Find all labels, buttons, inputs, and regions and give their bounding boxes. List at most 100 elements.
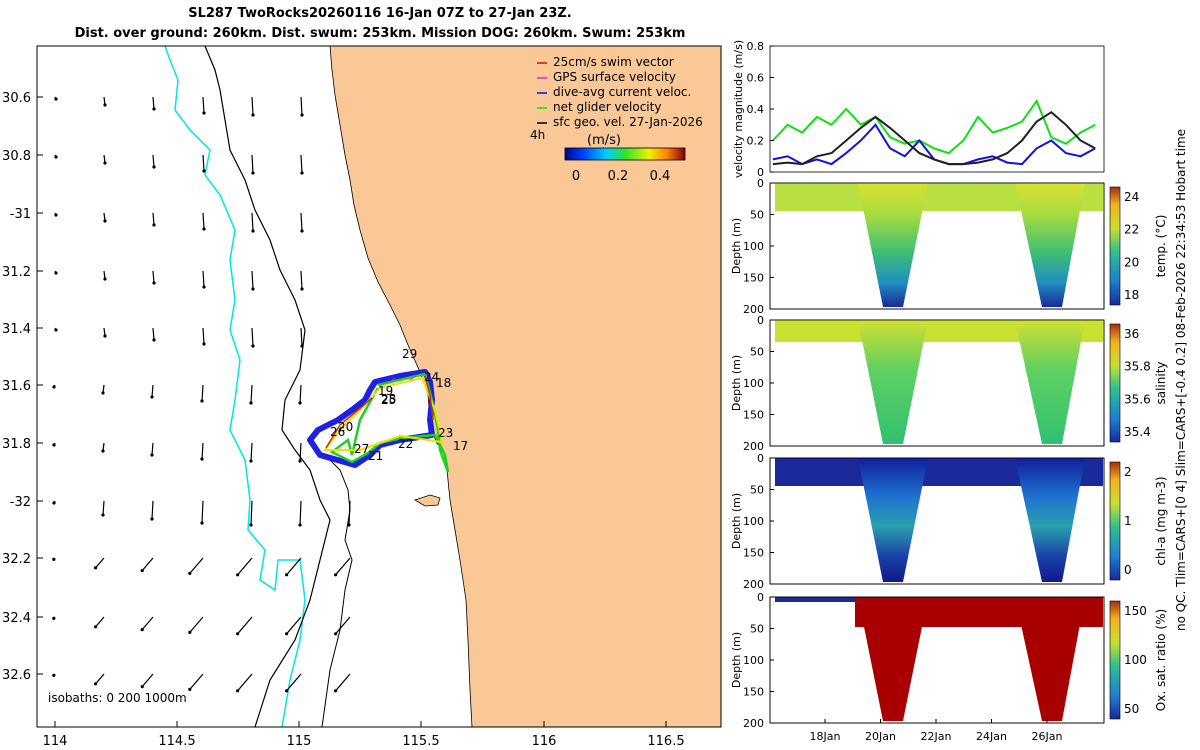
date-tick-label: 24Jan bbox=[976, 730, 1007, 743]
sfc-velocity-arrow bbox=[152, 154, 155, 168]
sfc-velocity-arrow-head bbox=[140, 685, 144, 689]
sfc-velocity-arrow bbox=[300, 212, 303, 232]
sfc-velocity-arrow bbox=[237, 673, 253, 692]
sfc-velocity-arrow bbox=[151, 442, 154, 456]
sfc-velocity-arrow bbox=[250, 442, 253, 462]
section-panel: 0 50 100 150 200 Depth (m) 35.4 35.6 35.8 36 salin… bbox=[730, 314, 1168, 453]
section-ytick-label: 0 bbox=[757, 177, 764, 190]
sfc-velocity-arrow bbox=[299, 500, 302, 526]
sfc-velocity-arrow bbox=[202, 327, 205, 345]
lon-tick-label: 116 bbox=[532, 734, 557, 749]
isobath-1000 bbox=[204, 46, 331, 727]
sfc-velocity-arrow-head bbox=[150, 395, 154, 399]
sfc-velocity-arrow-head bbox=[54, 328, 58, 332]
sfc-velocity-arrow bbox=[151, 500, 154, 520]
map-ticks: 114 114.5 115 115.5 116 116.5 30.6 30.8 -31 31.2 3… bbox=[2, 91, 685, 749]
sfc-velocity-arrow bbox=[237, 616, 253, 635]
sfc-velocity-arrow-head bbox=[140, 569, 144, 573]
sfc-velocity-arrow bbox=[202, 96, 205, 114]
sfc-velocity-arrow-head bbox=[334, 573, 338, 577]
sfc-velocity-arrow bbox=[202, 154, 205, 172]
section-dive-wedge bbox=[858, 183, 928, 307]
velocity-ytick-label: 0.8 bbox=[747, 40, 765, 53]
track-magenta bbox=[389, 375, 417, 383]
speed-colorbar-ticks: 0 0.2 0.4 bbox=[572, 169, 670, 184]
section-ytick-label: 150 bbox=[743, 686, 764, 699]
section-ytick-label: 100 bbox=[743, 515, 764, 528]
colorbar-tick-label: 0.4 bbox=[650, 169, 671, 184]
sfc-velocity-arrow-head bbox=[103, 161, 107, 165]
sfc-velocity-arrow-head bbox=[94, 625, 98, 629]
lat-tick-label: 32.2 bbox=[2, 552, 31, 567]
sfc-velocity-arrow-head bbox=[152, 281, 156, 285]
section-colorbar bbox=[1109, 461, 1121, 581]
sfc-velocity-arrow-head bbox=[251, 287, 255, 291]
lat-tick-label: 31.2 bbox=[2, 265, 31, 280]
sfc-velocity-arrow bbox=[251, 212, 254, 232]
section-ytick-label: 100 bbox=[743, 377, 764, 390]
legend-label: dive-avg current veloc. bbox=[553, 85, 691, 99]
sfc-velocity-arrow-head bbox=[140, 628, 144, 632]
sfc-velocity-arrow-head bbox=[300, 229, 304, 233]
date-axis: 18Jan 20Jan 22Jan 24Jan 26Jan bbox=[810, 719, 1063, 743]
section-cbar-label: temp. (°C) bbox=[1154, 215, 1168, 278]
section-cbar-tick-label: 1 bbox=[1124, 514, 1132, 528]
track-blue bbox=[307, 369, 435, 468]
sfc-velocity-arrow-head bbox=[103, 103, 107, 107]
sfc-velocity-arrow bbox=[286, 557, 302, 576]
sfc-velocity-arrow-head bbox=[298, 459, 302, 463]
lon-tick-label: 115.5 bbox=[402, 734, 439, 749]
sfc-velocity-arrow-head bbox=[103, 277, 107, 281]
section-panel: 0 50 100 150 200 Depth (m) 50 100 150 Ox. sat. ra… bbox=[730, 591, 1168, 730]
sfc-velocity-arrow bbox=[141, 616, 154, 630]
sfc-velocity-arrow bbox=[151, 384, 154, 398]
lat-tick-label: 31.6 bbox=[2, 379, 31, 394]
sfc-velocity-arrow-head bbox=[236, 573, 240, 577]
sfc-velocity-arrow bbox=[202, 270, 205, 288]
section-ytick-label: 150 bbox=[743, 409, 764, 422]
section-ylabel: Depth (m) bbox=[730, 632, 743, 688]
sfc-velocity-arrow-head bbox=[152, 338, 156, 342]
sfc-velocity-arrow bbox=[189, 616, 204, 633]
section-cbar-label: chl-a (mg m-3) bbox=[1154, 476, 1168, 565]
sfc-velocity-arrow-head bbox=[188, 571, 192, 576]
section-ytick-label: 100 bbox=[743, 240, 764, 253]
sfc-velocity-arrow bbox=[300, 154, 303, 174]
sfc-velocity-arrow-head bbox=[285, 689, 289, 693]
sfc-velocity-arrow-head bbox=[251, 229, 255, 233]
isobaths-label: isobaths: 0 200 1000m bbox=[48, 691, 187, 705]
sfc-velocity-arrow-head bbox=[152, 165, 156, 169]
day-label: 21 bbox=[368, 449, 383, 463]
sfc-velocity-arrow-head bbox=[188, 630, 192, 635]
section-surface-band bbox=[775, 597, 855, 602]
sfc-velocity-arrow bbox=[251, 270, 254, 290]
map-frame bbox=[36, 45, 722, 728]
section-ylabel: Depth (m) bbox=[730, 355, 743, 411]
lat-tick-label: -32 bbox=[10, 495, 31, 510]
sfc-velocity-arrow-head bbox=[200, 521, 204, 525]
velocity-ytick-label: 0.2 bbox=[747, 135, 765, 148]
section-cbar-label: Ox. sat. ratio (%) bbox=[1154, 609, 1168, 711]
sfc-velocity-arrow-head bbox=[236, 689, 240, 693]
lat-tick-label: 32.4 bbox=[2, 611, 31, 626]
date-tick-label: 20Jan bbox=[865, 730, 896, 743]
section-ytick-label: 200 bbox=[743, 717, 764, 730]
lat-tick-label: 31.4 bbox=[2, 322, 31, 337]
sfc-velocity-arrows bbox=[52, 96, 351, 693]
sfc-velocity-arrow-head bbox=[52, 673, 56, 678]
date-tick-label: 26Jan bbox=[1032, 730, 1063, 743]
lon-tick-label: 114 bbox=[43, 734, 68, 749]
sfc-velocity-arrow bbox=[237, 557, 253, 576]
section-cbar-tick-label: 35.6 bbox=[1124, 392, 1151, 406]
day-label: 23 bbox=[438, 426, 453, 440]
sfc-velocity-arrow-head bbox=[300, 287, 304, 291]
section-cbar-tick-label: 0 bbox=[1124, 563, 1132, 577]
section-ytick-label: 200 bbox=[743, 578, 764, 591]
sfc-velocity-arrow bbox=[152, 212, 155, 226]
velocity-series bbox=[772, 99, 1096, 166]
day-label: 27 bbox=[354, 442, 369, 456]
section-ytick-label: 50 bbox=[750, 623, 764, 636]
sfc-velocity-arrow-head bbox=[52, 385, 56, 389]
sfc-velocity-arrow-head bbox=[52, 557, 56, 562]
sfc-velocity-arrow-head bbox=[200, 457, 204, 461]
